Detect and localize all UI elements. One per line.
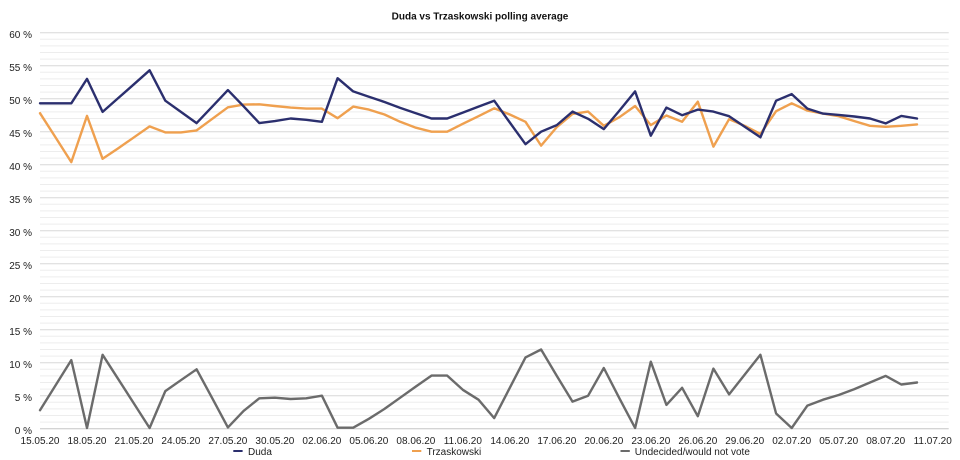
svg-text:21.05.20: 21.05.20 [115, 436, 154, 447]
svg-text:05.07.20: 05.07.20 [819, 436, 858, 447]
svg-text:40 %: 40 % [9, 162, 32, 173]
svg-text:17.06.20: 17.06.20 [537, 436, 576, 447]
svg-text:18.05.20: 18.05.20 [68, 436, 107, 447]
svg-text:08.07.20: 08.07.20 [866, 436, 905, 447]
svg-text:02.06.20: 02.06.20 [302, 436, 341, 447]
svg-text:15.05.20: 15.05.20 [21, 436, 60, 447]
svg-text:10 %: 10 % [9, 360, 32, 371]
svg-text:20.06.20: 20.06.20 [584, 436, 623, 447]
svg-text:27.05.20: 27.05.20 [208, 436, 247, 447]
svg-text:15 %: 15 % [9, 327, 32, 338]
svg-text:26.06.20: 26.06.20 [678, 436, 717, 447]
svg-text:24.05.20: 24.05.20 [161, 436, 200, 447]
svg-text:23.06.20: 23.06.20 [631, 436, 670, 447]
svg-text:02.07.20: 02.07.20 [772, 436, 811, 447]
svg-text:11.06.20: 11.06.20 [444, 436, 483, 447]
svg-text:5 %: 5 % [15, 393, 32, 404]
svg-text:50 %: 50 % [9, 96, 32, 107]
svg-text:30.05.20: 30.05.20 [255, 436, 294, 447]
svg-text:08.06.20: 08.06.20 [396, 436, 435, 447]
svg-text:0 %: 0 % [15, 426, 32, 437]
svg-text:11.07.20: 11.07.20 [914, 436, 953, 447]
svg-text:35 %: 35 % [9, 195, 32, 206]
svg-text:Undecided/would not vote: Undecided/would not vote [635, 447, 751, 458]
svg-text:25 %: 25 % [9, 261, 32, 272]
svg-text:20 %: 20 % [9, 294, 32, 305]
svg-text:Duda vs Trzaskowski polling av: Duda vs Trzaskowski polling average [392, 12, 569, 23]
svg-text:55 %: 55 % [9, 63, 32, 74]
svg-text:60 %: 60 % [9, 30, 32, 41]
svg-text:14.06.20: 14.06.20 [490, 436, 529, 447]
svg-text:30 %: 30 % [9, 228, 32, 239]
svg-text:Duda: Duda [248, 447, 272, 458]
svg-text:Trzaskowski: Trzaskowski [427, 447, 482, 458]
svg-text:05.06.20: 05.06.20 [349, 436, 388, 447]
svg-text:29.06.20: 29.06.20 [725, 436, 764, 447]
svg-text:45 %: 45 % [9, 129, 32, 140]
